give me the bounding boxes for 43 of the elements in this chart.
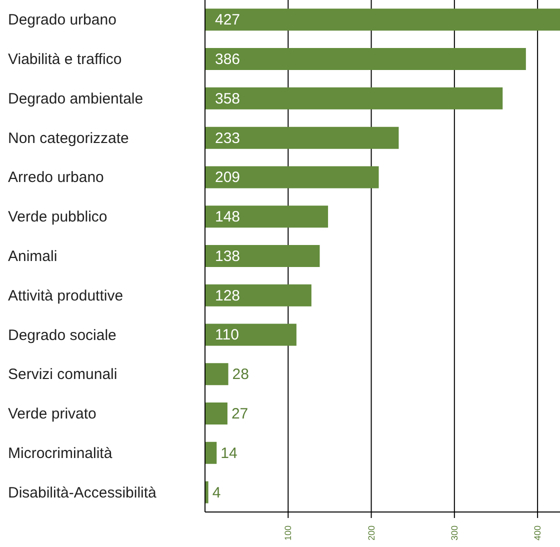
bar (205, 363, 228, 386)
x-tick-label: 200 (366, 525, 376, 541)
bar (205, 244, 320, 267)
data-label: 386 (215, 51, 240, 68)
data-label: 138 (215, 248, 240, 265)
bar (205, 166, 379, 188)
bar (205, 402, 228, 425)
y-tick-label: Non categorizzate (8, 130, 129, 147)
y-tick-label: Arredo urbano (8, 169, 104, 186)
y-tick-label: Disabilità-Accessibilità (8, 484, 158, 502)
data-label: 4 (212, 484, 221, 502)
y-tick-label: Viabilità e traffico (8, 51, 122, 68)
x-tick-label: 300 (449, 525, 460, 541)
data-label: 358 (215, 90, 240, 108)
data-label: 14 (220, 444, 238, 462)
bar (205, 442, 217, 464)
bar (205, 87, 503, 110)
data-label: 128 (215, 287, 240, 304)
y-tick-label: Degrado ambientale (8, 90, 144, 108)
data-label: 233 (215, 130, 240, 147)
bar (205, 481, 208, 504)
data-label: 209 (215, 169, 240, 186)
y-tick-label: Verde pubblico (8, 208, 108, 226)
data-label: 148 (215, 208, 240, 226)
bar (205, 284, 312, 306)
data-label: 427 (215, 12, 240, 29)
bar (205, 8, 560, 31)
y-tick-label: Servizi comunali (8, 366, 118, 384)
bar (205, 126, 399, 149)
y-tick-label: Attività produttive (8, 287, 124, 304)
data-label: 27 (231, 406, 248, 423)
bar (205, 206, 328, 228)
y-tick-label: Verde privato (8, 406, 96, 423)
y-tick-label: Microcriminalità (8, 444, 113, 462)
y-tick-label: Degrado urbano (8, 12, 116, 29)
data-label: 110 (215, 326, 239, 344)
bar (205, 324, 296, 346)
y-tick-label: Degrado sociale (8, 326, 116, 344)
bar (205, 48, 526, 70)
data-label: 28 (232, 366, 249, 384)
x-tick-label: 400 (532, 525, 543, 541)
x-tick-label: 100 (283, 525, 294, 541)
y-tick-label: Animali (8, 248, 58, 265)
